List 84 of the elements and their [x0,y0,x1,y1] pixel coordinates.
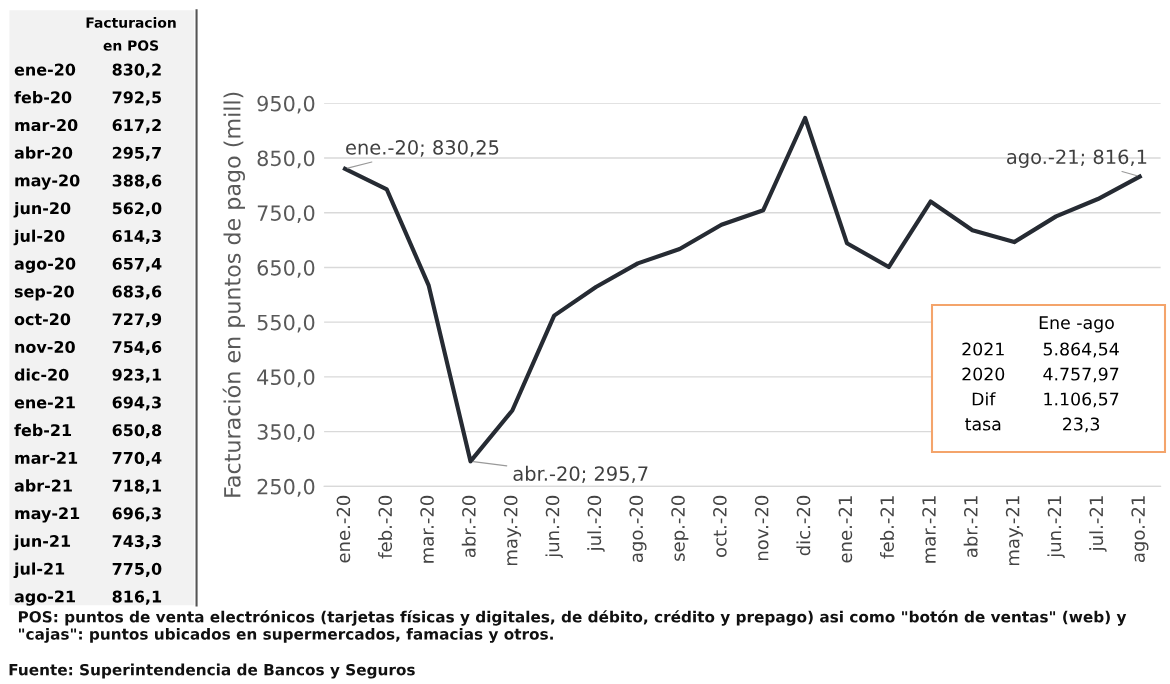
text: 650,8 [112,424,162,439]
text: 718,1 [112,479,162,494]
x-tick-label: abr.-21 [963,496,978,558]
text: Ene -ago [1039,316,1114,333]
y-tick-label: 350,0 [257,424,315,442]
text: may-21 [15,507,80,523]
x-tick-label: nov.-20 [754,495,769,561]
x-tick-label: jul.-20 [587,495,605,552]
y-axis-title: Facturación en puntos de pago (mill) [222,92,245,497]
text: sep-20 [14,285,74,301]
text: oct-20 [14,313,71,326]
text: nov-20 [15,340,75,353]
source-note: Fuente: Superintendencia de Bancos y Seguros [9,663,415,679]
text: 683,6 [112,285,162,300]
x-tick-label: mar.-21 [922,496,936,563]
text: 923,1 [112,368,162,383]
annotation: ene.-20; 830,25 [346,140,499,157]
text: 696,3 [112,507,161,522]
annotation: ago.-21; 816,1 [1007,149,1147,168]
annotation: 2020 [962,367,1005,381]
text: 295,7 [112,146,161,161]
y-tick-label: 250,0 [257,478,315,497]
y-tick-label: 650,0 [257,259,315,278]
x-tick-label: abr.-20 [461,495,476,558]
x-tick-label: jun.-20 [545,495,563,559]
x-tick-label: feb.-21 [880,496,894,559]
text: may-20 [15,174,80,190]
y-tick-label: 950,0 [257,95,315,114]
text: abr-20 [14,146,73,159]
x-tick-label: ago.-21 [1131,496,1149,563]
x-tick-label: ago.-20 [629,495,647,563]
text: 754,6 [112,340,162,356]
text: ene-21 [14,396,75,409]
text: 388,6 [112,174,162,189]
y-tick-label: 550,0 [257,314,315,333]
text: feb-21 [14,423,72,437]
text: 694,3 [112,396,161,411]
annotation: 5.864,54 [1043,342,1119,358]
text: 617,2 [112,119,161,134]
text: 792,5 [112,91,162,106]
text: mar-21 [15,451,78,464]
annotation: 1.106,57 [1044,392,1119,408]
x-tick-label: mar.-20 [420,495,434,563]
text: jul-20 [13,229,65,246]
text: 614,3 [112,229,161,245]
x-tick-label: sep.-20 [671,495,689,561]
text: ago-20 [14,257,76,273]
text: jun-21 [13,534,71,551]
x-tick-label: jul.-21 [1089,496,1107,552]
text: 830,2 [112,63,161,78]
text: jun-20 [13,201,71,218]
text: 770,4 [112,451,162,466]
text: Facturacion en POS [86,17,176,51]
text: 816,1 [112,590,162,605]
text: ago-21 [14,590,75,606]
annotation: 4.757,97 [1043,367,1119,383]
annotation: tasa [965,418,1001,431]
text: 743,3 [112,535,161,550]
annotation: 2021 [962,342,1004,356]
annotation: Dif [972,392,996,406]
annotation: abr.-20; 295,7 [513,465,648,483]
text: ene-20 [14,63,76,76]
text: dic-20 [14,368,69,381]
y-tick-label: 850,0 [257,150,315,169]
text: mar-20 [15,119,78,132]
text: 657,4 [112,257,162,272]
y-tick-label: 450,0 [257,369,315,388]
x-tick-label: oct.-20 [713,495,727,557]
x-tick-label: ene.-21 [838,496,853,563]
text: 562,0 [112,202,162,217]
annotation: 23,3 [1063,417,1100,433]
text: 727,9 [112,313,162,328]
text: jul-21 [13,562,65,579]
x-tick-label: ene.-20 [336,495,351,563]
text: POS: puntos de venta electrónicos (tarjetas físicas y digitales, de débito, crédito y prepago) asi como "botón de ventas" (web) y "cajas": puntos ubicados en supermercados, famacias y otros. [18,610,1127,643]
x-tick-label: feb.-20 [378,495,393,559]
x-tick-label: may.-21 [1005,496,1023,566]
x-tick-label: dic.-20 [796,495,811,556]
x-tick-label: may.-20 [503,495,522,566]
x-tick-label: jun.-21 [1047,496,1065,559]
text: abr-21 [14,479,72,492]
text: 775,0 [112,562,162,577]
y-tick-label: 750,0 [257,205,315,224]
text: feb-20 [14,91,72,104]
